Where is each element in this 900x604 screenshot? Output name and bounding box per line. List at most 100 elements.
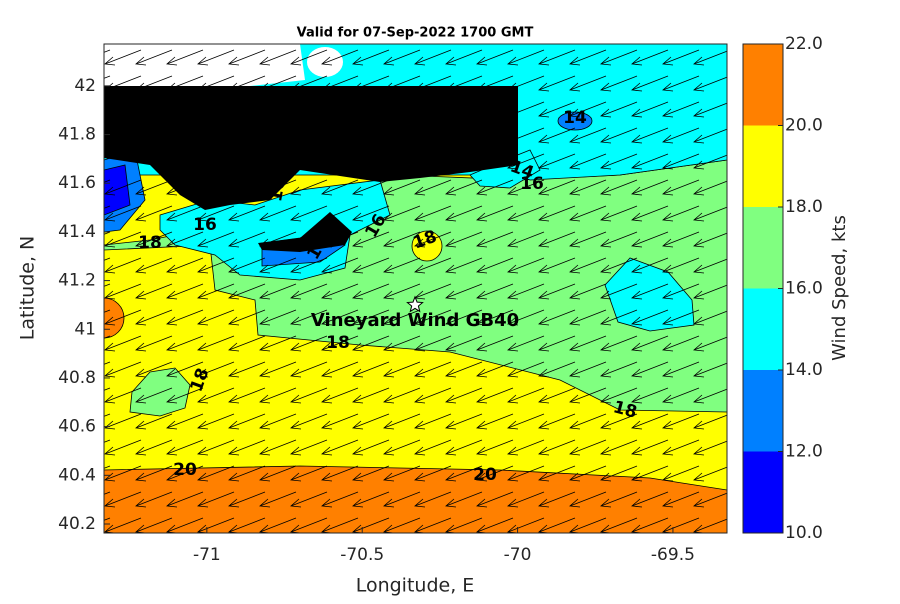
- wind-arrow: [290, 283, 328, 300]
- wind-arrow: [166, 309, 204, 326]
- wind-arrow: [445, 179, 483, 196]
- x-tick-label: -69.5: [651, 545, 695, 565]
- wind-arrow: [507, 231, 545, 248]
- contour-label: 14: [563, 108, 587, 128]
- contour-label: 20: [173, 460, 197, 480]
- wind-arrow: [135, 387, 173, 404]
- wind-arrow: [321, 335, 359, 352]
- wind-arrow: [166, 231, 204, 248]
- wind-arrow: [197, 179, 235, 196]
- wind-arrow: [631, 231, 669, 248]
- wind-arrow: [352, 49, 390, 66]
- wind-arrow: [507, 127, 545, 144]
- wind-arrow: [259, 439, 297, 456]
- wind-arrow: [662, 49, 700, 66]
- wind-arrow: [197, 75, 235, 92]
- wind-arrow: [259, 465, 297, 482]
- wind-arrow: [538, 127, 576, 144]
- wind-arrow: [631, 465, 669, 482]
- land: [104, 86, 518, 210]
- wind-arrow: [352, 257, 390, 274]
- wind-arrow: [414, 335, 452, 352]
- wind-arrow: [228, 309, 266, 326]
- wind-arrow: [352, 413, 390, 430]
- wind-arrow: [135, 283, 173, 300]
- y-tick-label: 41.6: [58, 173, 96, 193]
- y-tick-label: 41.2: [58, 271, 96, 291]
- wind-arrow: [290, 179, 328, 196]
- wind-arrow: [352, 283, 390, 300]
- wind-arrow: [538, 439, 576, 456]
- colorbar-segment: [743, 370, 783, 452]
- wind-arrow: [321, 361, 359, 378]
- colorbar-tick-label: 18.0: [785, 197, 823, 217]
- contour-label: 16: [193, 215, 217, 235]
- wind-arrow: [135, 257, 173, 274]
- wind-arrow: [538, 387, 576, 404]
- wind-arrow: [135, 75, 173, 92]
- wind-arrow: [383, 465, 421, 482]
- wind-arrow: [383, 231, 421, 248]
- site-label: Vineyard Wind GB40: [311, 310, 519, 331]
- y-tick-label: 40.6: [58, 417, 96, 437]
- wind-arrow: [321, 309, 359, 326]
- wind-arrow: [507, 205, 545, 222]
- wind-arrow: [476, 179, 514, 196]
- wind-arrow: [538, 413, 576, 430]
- wind-arrow: [104, 49, 142, 66]
- wind-arrow: [166, 75, 204, 92]
- wind-arrow: [662, 75, 700, 92]
- wind-arrow: [662, 465, 700, 482]
- wind-arrow: [600, 75, 638, 92]
- wind-arrow: [507, 283, 545, 300]
- wind-arrow: [476, 309, 514, 326]
- wind-arrow: [135, 465, 173, 482]
- wind-arrow: [569, 309, 607, 326]
- wind-arrow: [197, 309, 235, 326]
- wind-arrow: [693, 258, 727, 274]
- wind-arrow: [290, 361, 328, 378]
- wind-arrow: [600, 257, 638, 274]
- wind-arrow: [569, 49, 607, 66]
- wind-arrow: [445, 491, 483, 508]
- wind-arrow: [507, 309, 545, 326]
- wind-arrow: [166, 205, 204, 222]
- wind-arrow: [631, 205, 669, 222]
- wind-arrow: [507, 75, 545, 92]
- wind-arrow: [662, 231, 700, 248]
- wind-arrow: [383, 413, 421, 430]
- wind-arrow: [135, 49, 173, 66]
- wind-arrow: [166, 257, 204, 274]
- wind-arrow: [693, 440, 727, 456]
- wind-arrow: [104, 361, 142, 378]
- wind-arrow: [383, 309, 421, 326]
- wind-arrow: [352, 387, 390, 404]
- wind-arrow: [538, 309, 576, 326]
- wind-arrow: [569, 257, 607, 274]
- wind-arrow: [507, 49, 545, 66]
- wind-arrow: [507, 335, 545, 352]
- wind-arrow: [135, 439, 173, 456]
- wind-arrow: [631, 309, 669, 326]
- wind-arrow: [631, 361, 669, 378]
- wind-arrow: [228, 75, 266, 92]
- wind-arrow: [383, 205, 421, 222]
- wind-arrow: [352, 309, 390, 326]
- wind-arrow: [600, 101, 638, 118]
- wind-arrow: [259, 335, 297, 352]
- wind-arrow: [414, 465, 452, 482]
- wind-arrow: [631, 127, 669, 144]
- wind-arrow: [383, 257, 421, 274]
- wind-arrow: [476, 413, 514, 430]
- wind-arrow: [600, 413, 638, 430]
- colorbar-label: Wind Speed, kts: [829, 215, 850, 361]
- wind-arrow: [445, 387, 483, 404]
- wind-arrow: [135, 413, 173, 430]
- wind-arrow: [321, 205, 359, 222]
- wind-arrow: [662, 257, 700, 274]
- wind-arrow: [538, 335, 576, 352]
- wind-arrow: [662, 439, 700, 456]
- wind-arrow: [476, 335, 514, 352]
